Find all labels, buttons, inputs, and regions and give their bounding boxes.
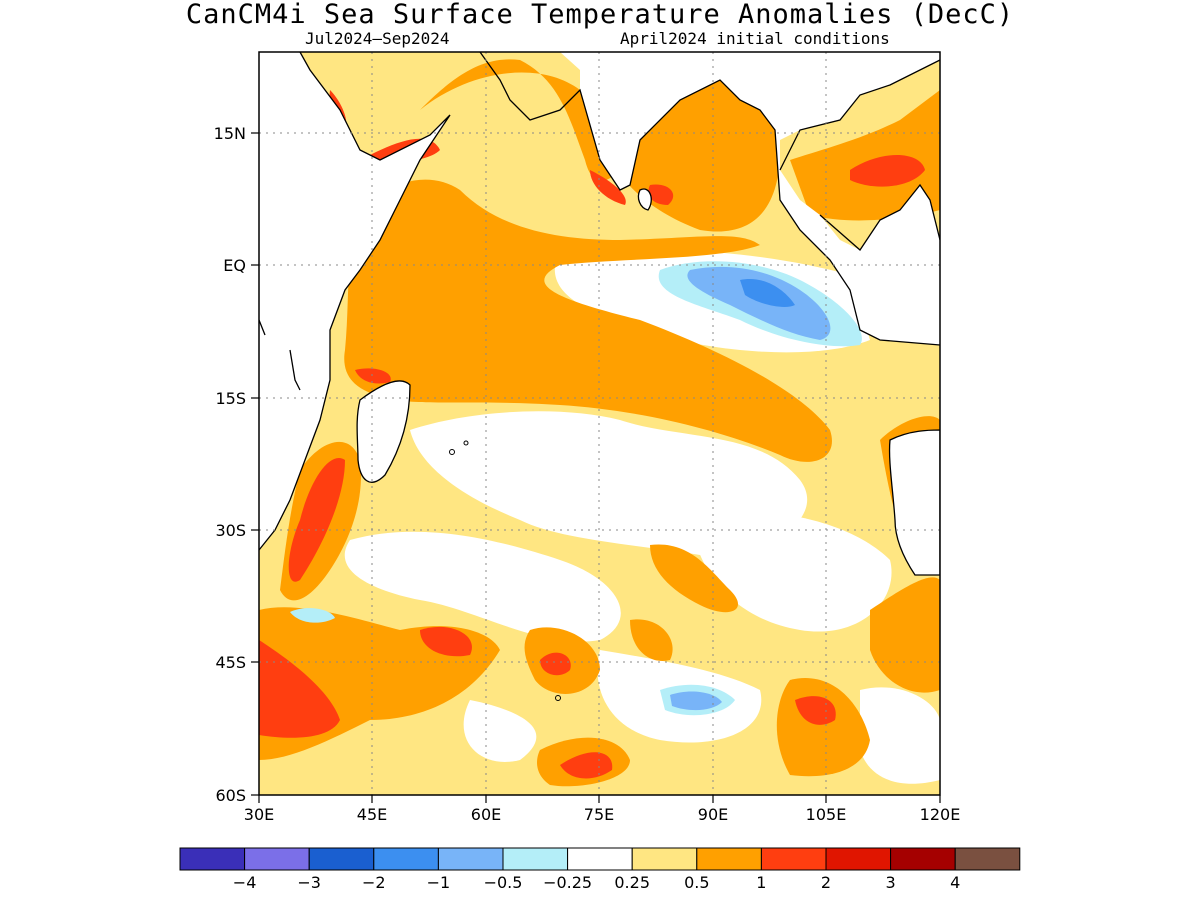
axis-ticks <box>251 132 941 803</box>
colorbar-tick-label: −4 <box>233 873 257 892</box>
colorbar-swatch <box>502 847 569 871</box>
colorbar-tick-label: 3 <box>886 873 896 892</box>
colorbar-tick-label: 0.25 <box>614 873 650 892</box>
colorbar-swatch <box>373 847 439 871</box>
colorbar-tick-label: −3 <box>297 873 321 892</box>
hot-spot-sri-lanka <box>648 184 674 205</box>
colorbar-swatch <box>179 847 246 871</box>
island-kerguelen <box>555 695 561 701</box>
x-tick-label: 45E <box>357 805 387 824</box>
hot-spot-south-tip <box>560 752 613 779</box>
x-tick-label: 105E <box>806 805 847 824</box>
hot-spot-mozambique <box>288 458 345 582</box>
neutral-area-southwest <box>344 531 621 642</box>
coastline-africa <box>259 52 451 551</box>
y-tick-label: 45S <box>215 653 246 672</box>
coastline-indochina <box>779 59 940 171</box>
colorbar-swatch <box>890 847 956 871</box>
x-tick-label: 30E <box>244 805 274 824</box>
coastline-borneo <box>819 183 940 251</box>
colorbar-swatch <box>567 847 633 871</box>
anomaly-band-warm-south-china-sea <box>790 90 940 221</box>
land-madagascar <box>356 380 411 483</box>
anomaly-band-warm-central <box>344 179 832 462</box>
colorbar <box>179 847 1021 871</box>
y-tick-label: 15S <box>215 389 246 408</box>
x-tick-label: 120E <box>920 805 961 824</box>
colorbar-labels: −4 −3 −2 −1 −0.5 −0.25 0.25 0.5 1 2 3 4 <box>233 873 960 892</box>
anomaly-field <box>259 52 940 795</box>
hot-spot-south-small <box>540 652 571 676</box>
colorbar-tick-label: −2 <box>362 873 386 892</box>
colorbar-tick-label: 4 <box>950 873 960 892</box>
hot-spot-southwest <box>259 640 340 738</box>
island-reunion <box>463 440 469 446</box>
land-sri-lanka <box>637 188 652 211</box>
cool-anomaly-core-equatorial <box>740 279 795 307</box>
neutral-area-southern-ocean <box>463 700 537 762</box>
colorbar-swatch <box>437 847 504 871</box>
x-tick-label: 90E <box>698 805 728 824</box>
colorbar-tick-label: −0.5 <box>484 873 523 892</box>
map-title: CanCM4i Sea Surface Temperature Anomalie… <box>185 0 1015 30</box>
cool-anomaly-mid-equatorial <box>687 266 831 340</box>
island-mauritius <box>449 449 455 455</box>
colorbar-swatch <box>760 847 827 871</box>
hot-spot-south-blob <box>420 626 472 657</box>
land-australia <box>888 429 940 576</box>
y-tick-label: EQ <box>223 256 246 275</box>
y-tick-label: 60S <box>215 786 246 805</box>
colorbar-swatch <box>631 847 698 871</box>
neutral-area-far-southeast <box>860 687 940 784</box>
colorbar-swatch <box>696 847 762 871</box>
hot-spot-south-china-sea <box>850 155 925 187</box>
colorbar-swatch <box>308 847 375 871</box>
hot-spot-madagascar-north <box>355 368 391 384</box>
x-tick-label: 60E <box>471 805 501 824</box>
colorbar-tick-label: −1 <box>427 873 451 892</box>
x-axis-labels: 30E 45E 60E 75E 90E 105E 120E <box>244 805 961 824</box>
anomaly-band-warm-east <box>870 577 940 693</box>
anomaly-band-warm-ridge <box>650 544 739 613</box>
land-asia <box>480 52 940 345</box>
y-tick-label: 30S <box>215 521 246 540</box>
neutral-area-southeast <box>690 512 892 632</box>
anomaly-band-warm-small <box>630 619 673 661</box>
cool-anomaly-light-southwest <box>290 608 335 623</box>
colorbar-tick-label: 0.5 <box>684 873 709 892</box>
initial-conditions: April2024 initial conditions <box>620 29 890 48</box>
x-tick-label: 75E <box>584 805 614 824</box>
cool-anomaly-mid-south <box>670 691 722 711</box>
colorbar-swatch <box>244 847 310 871</box>
colorbar-swatch <box>825 847 892 871</box>
land-africa <box>259 52 450 550</box>
y-tick-label: 15N <box>214 124 246 143</box>
coastline-asia <box>479 52 940 346</box>
forecast-period: Jul2024—Sep2024 <box>305 29 450 48</box>
colorbar-swatch <box>954 847 1021 871</box>
y-axis-labels: 15N EQ 15S 30S 45S 60S <box>214 124 246 805</box>
colorbar-tick-label: 2 <box>821 873 831 892</box>
coastline-lake-malawi <box>289 349 301 391</box>
colorbar-tick-label: −0.25 <box>543 873 592 892</box>
gridlines <box>259 52 940 795</box>
colorbar-tick-label: 1 <box>756 873 766 892</box>
coastline-lake <box>259 319 266 336</box>
